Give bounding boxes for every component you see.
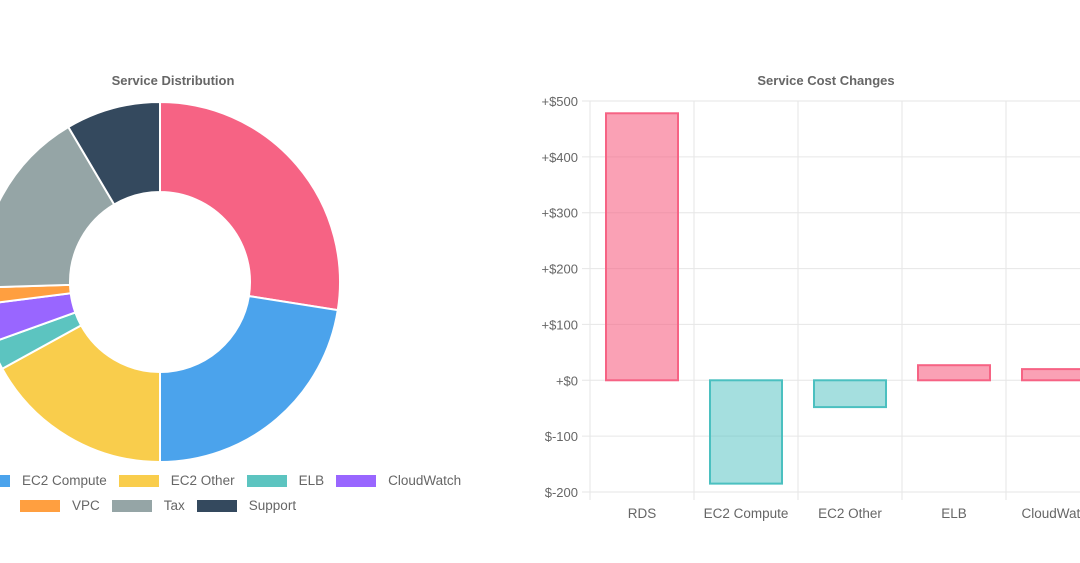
- y-tick-label: $-100: [545, 429, 578, 444]
- legend-item-tax[interactable]: Tax: [111, 498, 185, 513]
- donut-slice-support[interactable]: [67, 100, 161, 206]
- x-tick-label-rds: RDS: [628, 506, 657, 521]
- y-tick-label: +$0: [556, 373, 578, 388]
- legend-label-support: Support: [248, 498, 297, 513]
- bar-chart-title: Service Cost Changes: [757, 73, 895, 88]
- bar-ec2-compute[interactable]: [709, 379, 783, 485]
- donut-slice-tax[interactable]: [0, 125, 116, 289]
- service-cost-changes-panel: Service Cost Changes +$500 +$400 +$300 +$20…: [540, 0, 1080, 563]
- legend-swatch-vpc: [20, 499, 60, 512]
- donut-legend-row-2: VPC Tax Support: [20, 498, 308, 513]
- legend-item-vpc[interactable]: VPC: [20, 498, 100, 513]
- y-tick-label: $-200: [545, 485, 578, 500]
- legend-label-ec2-other: EC2 Other: [170, 473, 235, 488]
- legend-label-tax: Tax: [163, 498, 185, 513]
- x-tick-label-elb: ELB: [941, 506, 967, 521]
- x-tick-label-ec2-compute: EC2 Compute: [704, 506, 789, 521]
- legend-swatch-support: [196, 499, 237, 512]
- y-tick-label: +$100: [541, 317, 578, 332]
- y-tick-label: +$300: [541, 206, 578, 221]
- legend-swatch-cloudwatch: [336, 474, 377, 487]
- legend-swatch-ec2-other: [118, 474, 159, 487]
- legend-item-ec2-compute[interactable]: EC2 Compute: [0, 473, 107, 488]
- legend-swatch-elb: [246, 474, 287, 487]
- bar-chart: +$500 +$400 +$300 +$200 +$100 +$0 $-100 $-200 RD…: [541, 94, 1080, 521]
- x-tick-label-ec2-other: EC2 Other: [818, 506, 882, 521]
- donut-slice-ec2-other[interactable]: [0, 324, 161, 464]
- donut-legend-row-1: EC2 Compute EC2 Other ELB CloudWatch: [0, 473, 473, 488]
- bar-rds[interactable]: [605, 112, 679, 382]
- y-tick-label: +$400: [541, 150, 578, 165]
- donut-slice-rds[interactable]: [159, 100, 341, 312]
- legend-item-elb[interactable]: ELB: [246, 473, 325, 488]
- legend-item-support[interactable]: Support: [196, 498, 297, 513]
- bar-ec2-other[interactable]: [813, 379, 887, 409]
- x-tick-label-cloudwatch: CloudWatch: [1021, 506, 1080, 521]
- legend-label-vpc: VPC: [72, 498, 100, 513]
- y-tick-label: +$200: [541, 262, 578, 277]
- donut-chart: [0, 100, 341, 464]
- legend-swatch-tax: [111, 499, 152, 512]
- bar-cloudwatch[interactable]: [1021, 368, 1080, 382]
- legend-item-ec2-other[interactable]: EC2 Other: [118, 473, 235, 488]
- donut-slice-ec2-compute[interactable]: [159, 294, 339, 464]
- y-tick-label: +$500: [541, 94, 578, 109]
- legend-label-ec2-compute: EC2 Compute: [22, 473, 107, 488]
- donut-chart-title: Service Distribution: [111, 73, 235, 88]
- service-distribution-panel: Service Distribution EC2 Compute EC2 Othe…: [0, 73, 473, 513]
- legend-item-cloudwatch[interactable]: CloudWatch: [336, 473, 461, 488]
- legend-label-elb: ELB: [298, 473, 325, 488]
- bar-elb[interactable]: [917, 364, 991, 382]
- legend-swatch-ec2-compute: [0, 474, 10, 487]
- legend-label-cloudwatch: CloudWatch: [388, 473, 462, 488]
